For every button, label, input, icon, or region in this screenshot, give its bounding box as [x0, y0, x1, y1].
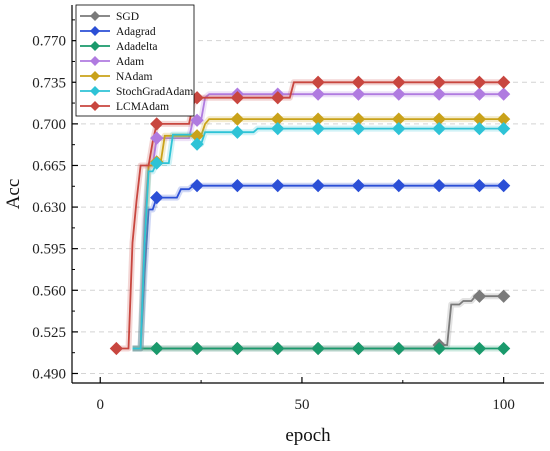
y-tick-label: 0.665	[32, 158, 66, 174]
series-0-marker-8	[472, 289, 487, 303]
legend-label-5: StochGradAdam	[116, 86, 193, 98]
legend-label-6: LCMAdam	[116, 101, 169, 113]
series-2-marker-6	[392, 341, 406, 356]
series-1-marker-6	[392, 179, 406, 193]
legend-swatch-marker-0	[90, 11, 100, 21]
series-6-marker-1	[150, 117, 164, 131]
series-6-marker-5	[311, 75, 325, 89]
tick-labels: 0.490 0.525 0.560 0.595 0.630 0.665 0.700 0.735…	[32, 34, 515, 413]
legend-label-3: Adam	[116, 56, 144, 68]
series-1-marker-8	[472, 179, 487, 193]
series-3-marker-4	[311, 87, 325, 101]
series-5-marker-8	[472, 121, 487, 136]
axes	[71, 5, 544, 384]
legend-label-4: NAdam	[116, 71, 152, 83]
series-5-marker-1	[190, 137, 204, 151]
series-2-marker-8	[472, 341, 487, 356]
series-1-marker-9	[497, 179, 511, 193]
series-2-marker-4	[311, 341, 325, 356]
series-6-marker-9	[472, 75, 487, 89]
legend-label-1: Adagrad	[116, 26, 156, 38]
legend-swatch-marker-4	[90, 71, 100, 81]
y-tick-label: 0.525	[32, 325, 66, 341]
legend-swatch-marker-6	[90, 101, 100, 111]
series-1-marker-5	[351, 179, 366, 193]
legend: SGD Adagrad Adadelta Adam NAdam StochGradAdam…	[75, 4, 195, 117]
series-2-marker-3	[271, 341, 285, 356]
y-tick-label: 0.770	[32, 34, 66, 50]
y-tick-label: 0.700	[32, 117, 66, 133]
series-6-marker-8	[432, 75, 446, 89]
legend-label-0: SGD	[116, 11, 139, 23]
series-0-marker-9	[497, 289, 511, 303]
series-5-marker-6	[392, 121, 406, 136]
y-tick-label: 0.560	[32, 283, 66, 299]
series-5-marker-0	[150, 156, 164, 170]
series-1-marker-0	[150, 190, 164, 205]
x-tick-label: 50	[294, 397, 309, 413]
legend-swatch-marker-5	[90, 86, 100, 96]
legend-swatch-marker-3	[90, 56, 100, 66]
series-6-marker-3	[230, 91, 245, 105]
series-3-marker-7	[432, 87, 446, 101]
series-6-marker-4	[271, 91, 285, 105]
series-3-marker-1	[190, 113, 204, 127]
legend-label-2: Adadelta	[116, 41, 158, 53]
legend-swatch-marker-2	[90, 41, 100, 51]
series-5-marker-5	[351, 121, 366, 136]
series-3-marker-5	[351, 87, 366, 101]
series-2-marker-2	[230, 341, 245, 356]
series-5-marker-4	[311, 121, 325, 136]
x-tick-label: 100	[492, 397, 515, 413]
series-5-marker-3	[271, 121, 285, 136]
series-3-marker-0	[150, 131, 164, 145]
series-3-marker-6	[392, 87, 406, 101]
y-tick-label: 0.630	[32, 200, 66, 216]
series-markers	[109, 75, 511, 356]
series-4-marker-2	[230, 112, 245, 126]
series-6-marker-6	[351, 75, 366, 89]
series-2-marker-9	[497, 341, 511, 356]
series-5-marker-2	[230, 125, 245, 139]
x-tick-label: 0	[96, 397, 104, 413]
series-1-marker-2	[230, 179, 245, 193]
series-1-marker-3	[271, 179, 285, 193]
series-2-marker-5	[351, 341, 366, 356]
y-tick-label: 0.735	[32, 75, 66, 91]
series-2-marker-0	[150, 341, 164, 356]
y-tick-label: 0.490	[32, 366, 66, 382]
x-axis-title: epoch	[285, 425, 331, 446]
series-3-marker-8	[472, 87, 487, 101]
series-6-marker-0	[109, 341, 124, 356]
series-5-marker-9	[497, 121, 511, 136]
series-2-marker-7	[432, 341, 446, 356]
series-1-marker-4	[311, 179, 325, 193]
series-1-marker-7	[432, 179, 446, 193]
y-tick-label: 0.595	[32, 242, 66, 258]
series-5-marker-7	[432, 121, 446, 136]
y-axis-title: Acc	[3, 179, 24, 210]
legend-swatch-marker-1	[90, 26, 100, 36]
series-6-marker-10	[497, 75, 511, 89]
series-6-marker-7	[392, 75, 406, 89]
series-2-marker-1	[190, 341, 204, 356]
series-3-marker-9	[497, 87, 511, 101]
series-1-marker-1	[190, 179, 204, 193]
